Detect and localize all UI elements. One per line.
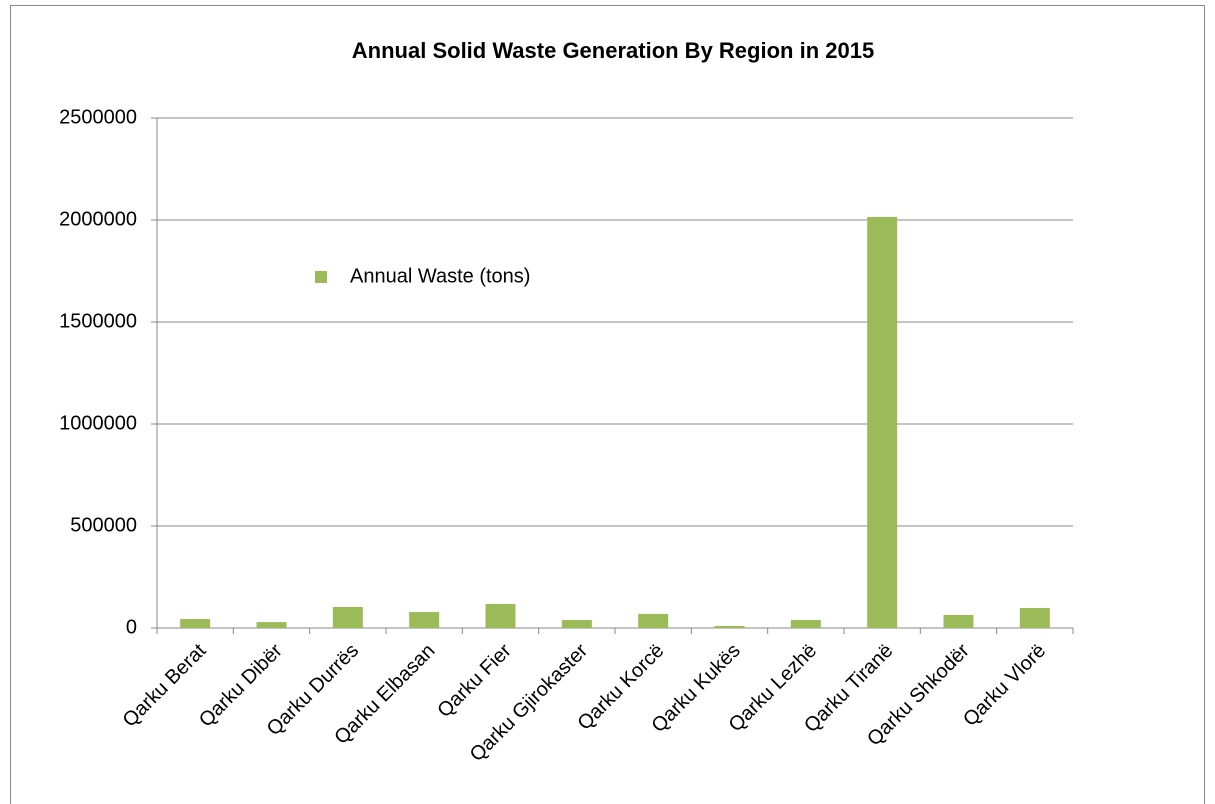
chart-title: Annual Solid Waste Generation By Region …	[352, 38, 874, 63]
bar	[1019, 608, 1050, 628]
y-tick-label: 0	[126, 616, 137, 638]
bar	[943, 614, 974, 628]
bar	[409, 612, 440, 628]
legend-label: Annual Waste (tons)	[350, 265, 530, 287]
y-tick-label: 500000	[70, 514, 137, 536]
bar	[790, 620, 821, 628]
y-tick-label: 2500000	[59, 106, 137, 128]
legend-swatch	[315, 271, 327, 283]
bar	[638, 613, 669, 628]
bar	[867, 216, 898, 628]
bar	[561, 620, 592, 628]
y-tick-label: 1000000	[59, 412, 137, 434]
bar	[485, 603, 516, 628]
chart-border	[10, 5, 1205, 804]
bar	[714, 625, 745, 628]
bar	[256, 622, 287, 628]
bar	[180, 619, 211, 628]
y-tick-label: 2000000	[59, 208, 137, 230]
bar	[332, 606, 363, 628]
y-tick-label: 1500000	[59, 310, 137, 332]
